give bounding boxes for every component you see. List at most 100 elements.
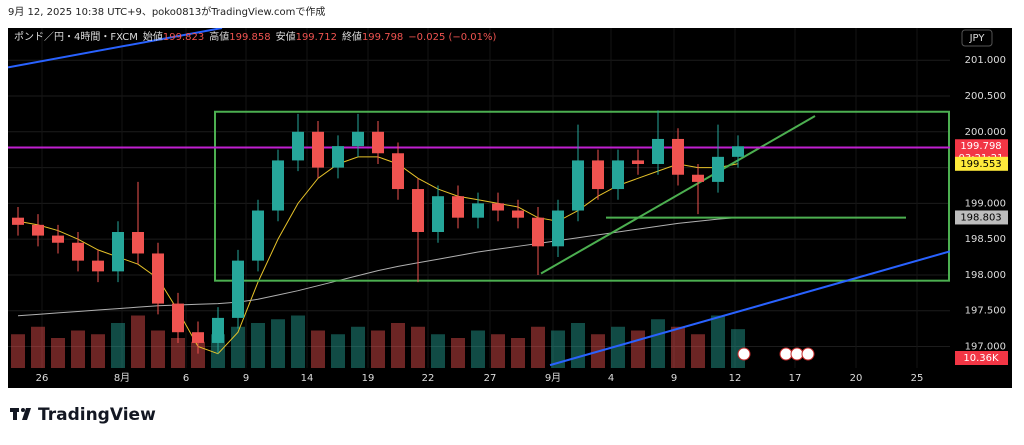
volume-bar bbox=[511, 338, 525, 368]
y-tick-label: 198.000 bbox=[965, 270, 1006, 281]
x-tick-label: 12 bbox=[729, 373, 742, 384]
plot bbox=[8, 28, 950, 368]
moving-average bbox=[17, 216, 739, 317]
y-tick-label: 197.500 bbox=[965, 306, 1006, 317]
volume-bar bbox=[271, 319, 285, 368]
candle-body bbox=[672, 138, 684, 175]
y-tick-label: 197.000 bbox=[965, 342, 1006, 353]
candle-body bbox=[612, 160, 624, 190]
candle-body bbox=[652, 138, 664, 164]
y-tick-label: 201.000 bbox=[965, 55, 1006, 66]
trend-line bbox=[549, 250, 950, 367]
volume-bar bbox=[251, 323, 265, 368]
candle-body bbox=[572, 160, 584, 211]
candle-body bbox=[512, 210, 524, 218]
volume-bar bbox=[311, 330, 325, 368]
legend-symbol: ポンド／円・4時間・FXCM bbox=[14, 31, 138, 43]
event-flag bbox=[737, 347, 751, 361]
legend-label: 安値 bbox=[276, 30, 296, 43]
volume-bar bbox=[291, 315, 305, 368]
candle-body bbox=[532, 217, 544, 247]
volume-bar bbox=[671, 326, 685, 368]
volume-bar bbox=[571, 323, 585, 368]
legend: ポンド／円・4時間・FXCM 始値199.823 高値199.858 安値199.71… bbox=[14, 30, 497, 43]
candle-body bbox=[372, 131, 384, 154]
volume-bar bbox=[171, 338, 185, 368]
x-tick-label: 9 bbox=[671, 373, 677, 384]
trend-line bbox=[8, 28, 223, 69]
candle-body bbox=[92, 260, 104, 272]
candle-body bbox=[132, 232, 144, 254]
logo bbox=[10, 408, 31, 420]
volume-label: 10.36K bbox=[963, 353, 999, 364]
volume-bar bbox=[351, 326, 365, 368]
volume-bar bbox=[711, 315, 725, 368]
legend-value: 199.798 bbox=[362, 32, 403, 43]
candle-body bbox=[332, 146, 344, 168]
price-label-box bbox=[955, 156, 1008, 171]
candle-body bbox=[32, 224, 44, 236]
candle-body bbox=[252, 210, 264, 261]
currency[interactable]: JPY bbox=[969, 33, 986, 44]
x-tick-label: 22 bbox=[422, 373, 435, 384]
volume-bar bbox=[391, 323, 405, 368]
x-tick-label: 27 bbox=[484, 373, 497, 384]
volume-bar bbox=[431, 334, 445, 368]
legend-label: 始値 bbox=[143, 30, 163, 43]
x-tick-label: 9 bbox=[243, 373, 249, 384]
candle-body bbox=[292, 131, 304, 161]
candle-body bbox=[172, 303, 184, 333]
volume-bar bbox=[531, 326, 545, 368]
event-flag bbox=[790, 347, 804, 361]
box-drawing bbox=[214, 110, 950, 282]
candle-body bbox=[552, 210, 564, 247]
candle-body bbox=[192, 332, 204, 343]
legend-label: 高値 bbox=[209, 30, 229, 43]
volume-bar bbox=[611, 326, 625, 368]
candle-body bbox=[352, 131, 364, 147]
candle-body bbox=[392, 153, 404, 190]
candle-body bbox=[472, 203, 484, 218]
volume-bar bbox=[411, 326, 425, 368]
x-tick-label: 25 bbox=[911, 373, 924, 384]
candle-body bbox=[112, 232, 124, 272]
candle-body bbox=[492, 203, 504, 211]
volume-bar bbox=[31, 326, 45, 368]
volume-bar bbox=[631, 330, 645, 368]
header: 9月 12, 2025 10:38 UTC+9、poko0813がTrading… bbox=[8, 5, 325, 18]
event-flag bbox=[779, 347, 793, 361]
currency-button[interactable] bbox=[961, 29, 993, 47]
candle-body bbox=[412, 189, 424, 232]
y-tick-label: 198.500 bbox=[965, 234, 1006, 245]
candle-body bbox=[592, 160, 604, 190]
candle-body bbox=[632, 160, 644, 164]
volume-bar bbox=[331, 334, 345, 368]
candle-body bbox=[692, 174, 704, 182]
event-flag bbox=[801, 347, 815, 361]
volume-label-box bbox=[955, 351, 1008, 365]
legend-change: −0.025 (−0.01%) bbox=[408, 32, 496, 43]
x-tick-label: 26 bbox=[36, 373, 49, 384]
candle-body bbox=[272, 160, 284, 211]
volume-bar bbox=[471, 330, 485, 368]
price-label: 198.803 bbox=[960, 212, 1001, 223]
volume-bar bbox=[91, 334, 105, 368]
x-tick-label: 20 bbox=[850, 373, 863, 384]
volume-bar bbox=[51, 338, 65, 368]
volume-bar bbox=[371, 330, 385, 368]
volume-bar bbox=[11, 334, 25, 368]
volume-bar bbox=[551, 330, 565, 368]
x-tick-label: 8月 bbox=[114, 372, 130, 384]
volume-bar bbox=[651, 319, 665, 368]
y-tick-label: 200.500 bbox=[965, 91, 1006, 102]
candle-body bbox=[712, 156, 724, 182]
candle-body bbox=[152, 253, 164, 304]
x-tick-label: 19 bbox=[362, 373, 375, 384]
x-tick-label: 4 bbox=[608, 373, 614, 384]
candle-body bbox=[312, 131, 324, 168]
volume-bar bbox=[71, 330, 85, 368]
price-label-box bbox=[955, 210, 1008, 225]
volume-bar bbox=[151, 330, 165, 368]
